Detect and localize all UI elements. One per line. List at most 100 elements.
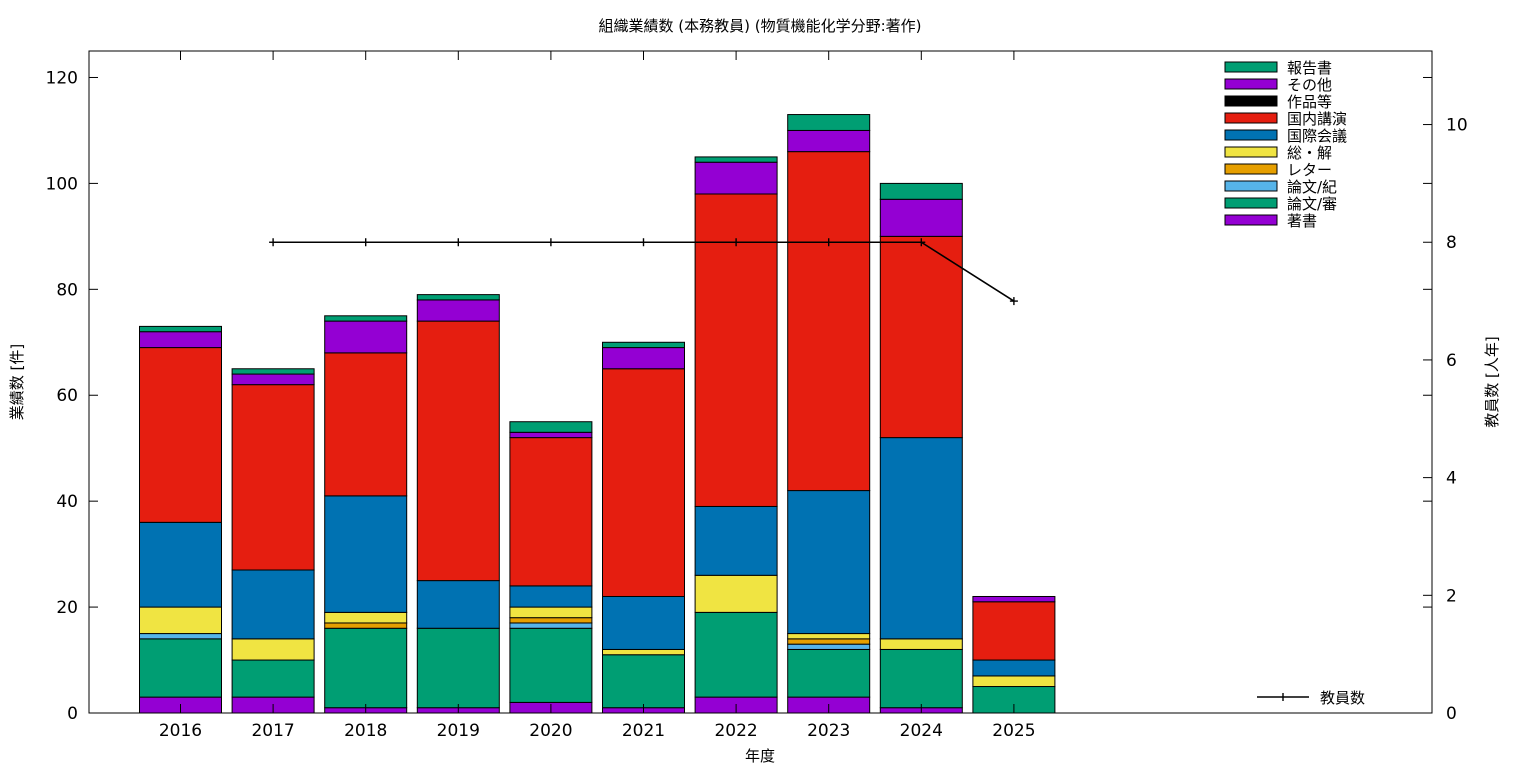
legend-item-0: 著書 — [1224, 212, 1317, 230]
x-axis-label: 年度 — [745, 747, 775, 765]
bar-segment-2019-5 — [416, 580, 500, 629]
bar-segment-2021-6 — [602, 368, 685, 597]
y-axis: 0 20 40 60 80 100 120 — [46, 68, 1432, 724]
bar-segment-2023-2 — [787, 643, 871, 650]
x-tick-label-2021: 2021 — [622, 721, 665, 741]
x-tick-label-2020: 2020 — [529, 721, 572, 741]
y2-tick-label: 6 — [1446, 351, 1457, 371]
bar-segment-2018-9 — [324, 315, 408, 322]
plot-frame — [88, 50, 1433, 714]
staff-point-2021 — [639, 238, 648, 247]
y-tick-label: 80 — [56, 280, 78, 300]
bar-segment-2022-4 — [694, 574, 778, 613]
bar-segment-2023-8 — [787, 129, 871, 153]
bar-segment-2021-9 — [602, 341, 685, 349]
bar-segment-2016-5 — [139, 521, 222, 608]
bar-segment-2018-6 — [324, 352, 408, 497]
legend-label: 論文/紀 — [1287, 178, 1337, 196]
legend-label: 国内講演 — [1287, 110, 1347, 128]
bar-segment-2025-5 — [972, 659, 1056, 677]
legend-swatch — [1224, 214, 1278, 226]
bar-segment-2019-1 — [416, 627, 500, 709]
bar-segment-2020-2 — [509, 622, 593, 629]
bar-segment-2018-3 — [324, 622, 408, 629]
staff-point-2024 — [917, 238, 926, 247]
line-legend-label: 教員数 — [1320, 689, 1365, 707]
y-tick-label: 100 — [46, 174, 78, 194]
bar-segment-2016-8 — [139, 331, 222, 349]
y-axis-label: 業績数 [件] — [8, 344, 26, 420]
legend-item-9: 報告書 — [1224, 59, 1332, 77]
y-tick-label: 120 — [46, 68, 78, 88]
bar-segment-2023-5 — [787, 490, 871, 635]
staff-line-group — [269, 238, 1018, 306]
bar-segment-2017-6 — [231, 384, 315, 571]
bar-segment-2022-9 — [694, 156, 778, 163]
y2-axis-label: 教員数 [人年] — [1483, 336, 1501, 427]
bar-segment-2020-6 — [509, 437, 593, 587]
bar-segment-2016-9 — [139, 325, 222, 333]
legend-swatch — [1224, 112, 1278, 124]
bar-segment-2025-6 — [972, 601, 1056, 661]
bar-segment-2022-1 — [694, 611, 778, 698]
legend-swatch — [1224, 180, 1278, 192]
chart-title: 組織業績数 (本務教員) (物質機能化学分野:著作) — [598, 17, 921, 35]
y2-tick-label: 8 — [1446, 233, 1457, 253]
bar-segment-2021-5 — [602, 595, 685, 650]
y2-tick-label: 2 — [1446, 586, 1457, 606]
bar-segment-2017-5 — [231, 569, 315, 640]
bar-segment-2025-8 — [972, 595, 1056, 603]
y2-tick-label: 10 — [1446, 116, 1468, 136]
x-tick-label-2017: 2017 — [251, 721, 294, 741]
y2-tick-label: 4 — [1446, 469, 1457, 489]
x-axis: 2016 2017 2018 2019 2020 2021 2022 2023 2024 2025 — [159, 51, 1036, 741]
bar-segment-2018-1 — [324, 627, 408, 709]
y2-tick-label: 0 — [1446, 704, 1457, 724]
bar-segment-2019-6 — [416, 320, 500, 582]
bar-segment-2018-5 — [324, 495, 408, 613]
legend-item-2: 論文/紀 — [1224, 178, 1337, 196]
bar-segment-2021-4 — [602, 648, 685, 656]
bar-segment-2018-4 — [324, 611, 408, 624]
bar-segment-2024-4 — [879, 638, 963, 650]
staff-point-2018 — [361, 238, 370, 247]
bar-group — [139, 114, 1056, 714]
bar-segment-2016-4 — [139, 606, 222, 635]
x-tick-label-2023: 2023 — [807, 721, 850, 741]
y-tick-label: 0 — [67, 704, 78, 724]
bar-segment-2016-2 — [139, 633, 222, 640]
bar-segment-2023-4 — [787, 633, 871, 640]
bar-segment-2016-6 — [139, 347, 222, 523]
legend-swatch — [1224, 78, 1278, 90]
bar-segment-2022-8 — [694, 161, 778, 195]
x-tick-label-2018: 2018 — [344, 721, 387, 741]
legend-swatch — [1224, 129, 1278, 141]
legend-item-3: レター — [1224, 161, 1332, 179]
line-legend: 教員数 — [1257, 689, 1365, 707]
bar-segment-2025-4 — [972, 675, 1056, 688]
legend-swatch — [1224, 163, 1278, 175]
bar-segment-2018-8 — [324, 320, 408, 354]
legend-label: 報告書 — [1287, 59, 1332, 77]
bar-segment-2024-5 — [879, 437, 963, 640]
bar-segment-2021-8 — [602, 347, 685, 370]
y-tick-label: 60 — [56, 386, 78, 406]
bar-segment-2023-1 — [787, 648, 871, 698]
legend-label: 作品等 — [1287, 93, 1332, 111]
bar-segment-2024-1 — [879, 648, 963, 709]
staff-point-2022 — [732, 238, 741, 247]
bar-segment-2020-3 — [509, 617, 593, 624]
bar-segment-2022-5 — [694, 505, 778, 576]
y-tick-label: 40 — [56, 492, 78, 512]
legend-label: レター — [1287, 161, 1332, 179]
bar-segment-2019-8 — [416, 299, 500, 322]
legend-label: その他 — [1287, 76, 1332, 94]
bar-segment-2023-6 — [787, 151, 871, 492]
bar-segment-2017-9 — [231, 368, 315, 375]
legend-item-1: 論文/審 — [1224, 195, 1337, 213]
bar-segment-2023-9 — [787, 114, 871, 131]
legend-swatch — [1224, 197, 1278, 209]
y2-axis: 0 2 4 6 8 10 — [1423, 116, 1468, 724]
